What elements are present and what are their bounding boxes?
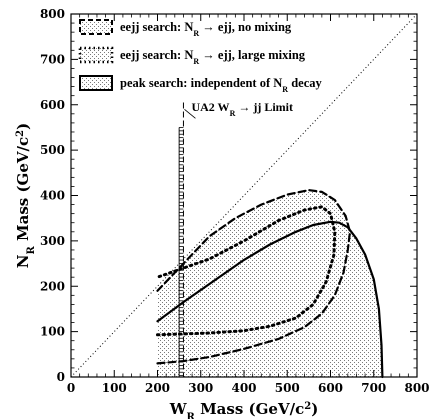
- y-tick-label: 300: [40, 234, 65, 248]
- annotation-layer: UA2 WR → jj Limit: [184, 100, 293, 118]
- x-tick-label: 700: [361, 381, 386, 395]
- legend-swatch-dotted: [80, 48, 112, 62]
- y-tick-label: 800: [40, 7, 65, 21]
- x-tick-label: 300: [188, 381, 213, 395]
- legend: eejj search: NR → ejj, no mixing eejj sea…: [80, 20, 322, 94]
- x-tick-label: 200: [145, 381, 170, 395]
- x-tick-label: 500: [275, 381, 300, 395]
- y-tick-label: 0: [57, 370, 65, 384]
- y-tick-label: 200: [40, 279, 65, 293]
- x-tick-label: 800: [404, 381, 429, 395]
- y-tick-label: 700: [40, 52, 65, 66]
- x-tick-label: 400: [231, 381, 256, 395]
- legend-label-dotted: eejj search: NR → ejj, large mixing: [120, 48, 306, 66]
- y-tick-label: 600: [40, 98, 65, 112]
- x-tick-label: 0: [67, 381, 75, 395]
- legend-swatch-solid: [80, 76, 112, 90]
- x-axis-label: WR Mass (GeV/c2): [169, 400, 319, 419]
- legend-swatch-dashed: [80, 20, 112, 34]
- y-tick-label: 400: [40, 189, 65, 203]
- excluded-region-layer: [158, 190, 383, 377]
- x-tick-label: 100: [102, 381, 127, 395]
- ua2-annotation-label: UA2 WR → jj Limit: [191, 100, 293, 118]
- y-tick-label: 100: [40, 325, 65, 339]
- y-axis-label: NR Mass (GeV/c2): [14, 123, 37, 268]
- x-tick-label: 600: [318, 381, 343, 395]
- legend-label-dashed: eejj search: NR → ejj, no mixing: [120, 20, 292, 38]
- legend-label-solid: peak search: independent of NR decay: [120, 76, 322, 94]
- y-tick-label: 500: [40, 143, 65, 157]
- ua2-limit-band-layer: [179, 102, 183, 377]
